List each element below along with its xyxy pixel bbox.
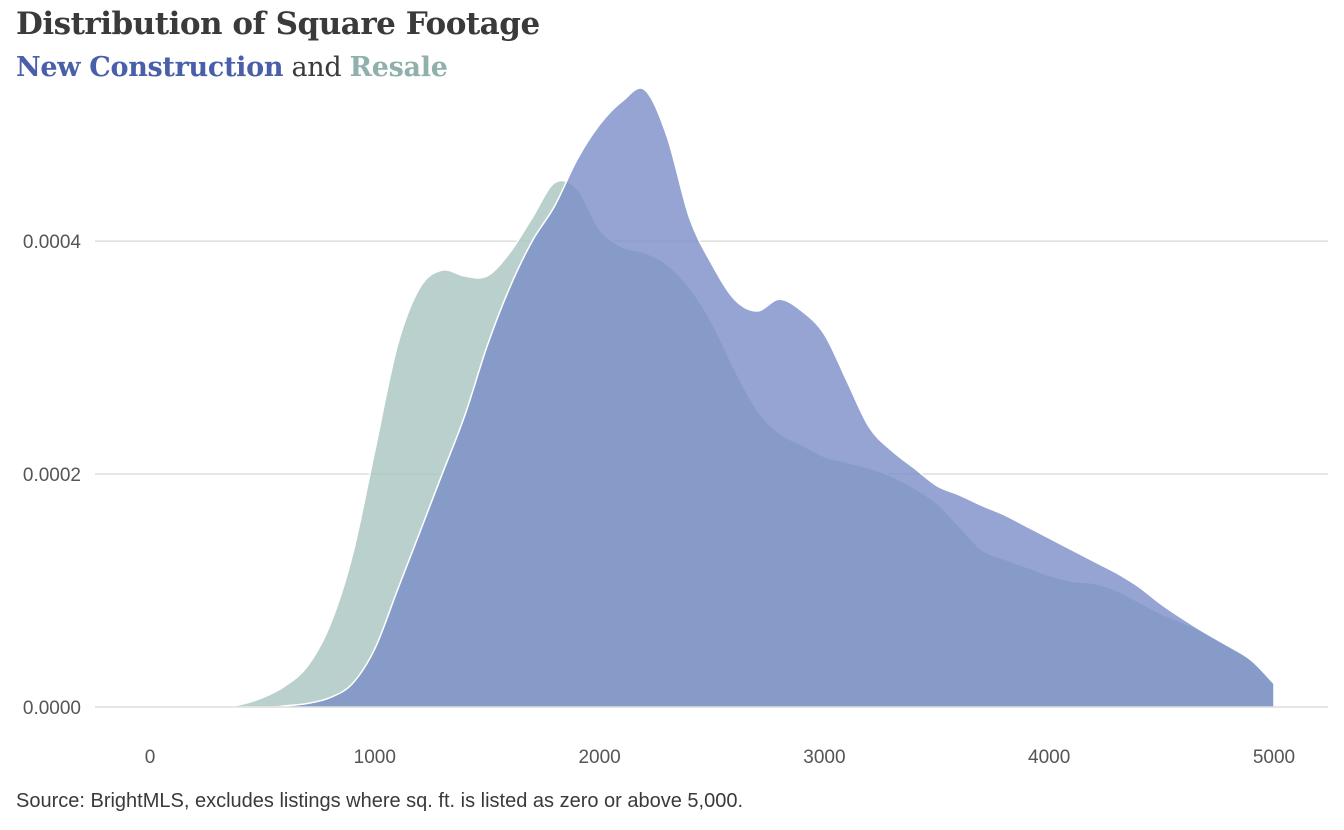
y-axis: 0.0000 0.0002 0.0004 (23, 232, 82, 719)
y-tick-label: 0.0002 (23, 465, 81, 486)
chart-title: Distribution of Square Footage (16, 6, 540, 42)
legend-resale: Resale (349, 52, 448, 83)
density-area-new-construction (149, 87, 1275, 708)
x-tick-label: 5000 (1253, 747, 1295, 768)
x-axis: 0 1000 2000 3000 4000 5000 (145, 747, 1295, 768)
density-areas (95, 87, 1328, 708)
y-tick-label: 0.0000 (23, 698, 81, 719)
x-tick-label: 3000 (803, 747, 845, 768)
chart-subtitle: New Construction and Resale (16, 52, 448, 83)
x-tick-label: 4000 (1028, 747, 1070, 768)
legend-new-construction: New Construction (16, 52, 284, 83)
y-tick-label: 0.0004 (23, 232, 82, 253)
source-note: Source: BrightMLS, excludes listings whe… (16, 790, 744, 812)
x-tick-label: 0 (145, 747, 156, 768)
legend-and: and (291, 52, 342, 83)
x-tick-label: 2000 (578, 747, 620, 768)
x-tick-label: 1000 (354, 747, 396, 768)
